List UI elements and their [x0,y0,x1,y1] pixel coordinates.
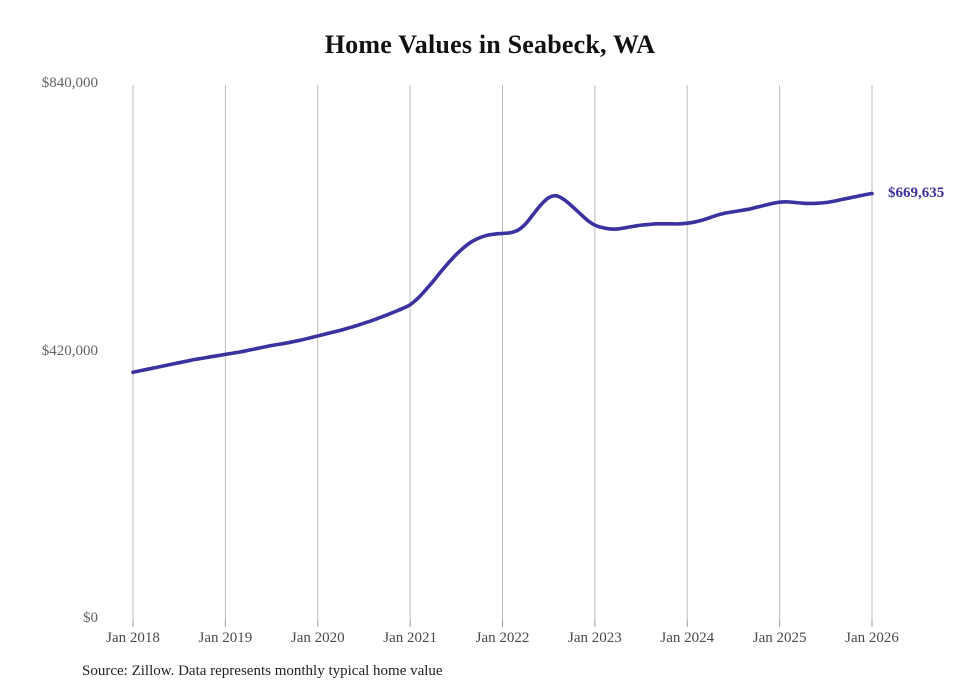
x-tick-label: Jan 2018 [106,630,160,646]
y-axis-tick-labels: $840,000 $420,000 $0 [0,0,98,699]
x-tick-label: Jan 2021 [383,630,437,646]
x-tick-label: Jan 2025 [752,630,807,646]
x-tick-label: Jan 2020 [290,630,345,646]
series-line-typical-home-value [131,191,874,375]
x-tick-label: Jan 2019 [198,630,253,646]
gridlines [132,85,873,620]
x-tick-label: Jan 2022 [475,630,530,646]
chart-title: Home Values in Seabeck, WA [324,30,656,59]
end-value-annotation: $669,635 [888,184,945,201]
y-tick-label-420000: $420,000 [41,342,98,359]
source-caption: Source: Zillow. Data represents monthly … [82,663,443,679]
y-tick-label-840000: $840,000 [41,75,98,91]
x-tick-label: Jan 2024 [660,630,715,646]
x-tick-marks [132,620,873,627]
x-tick-label: Jan 2026 [845,630,899,646]
x-tick-label: Jan 2023 [568,630,622,646]
y-tick-label-0: $0 [83,610,98,626]
